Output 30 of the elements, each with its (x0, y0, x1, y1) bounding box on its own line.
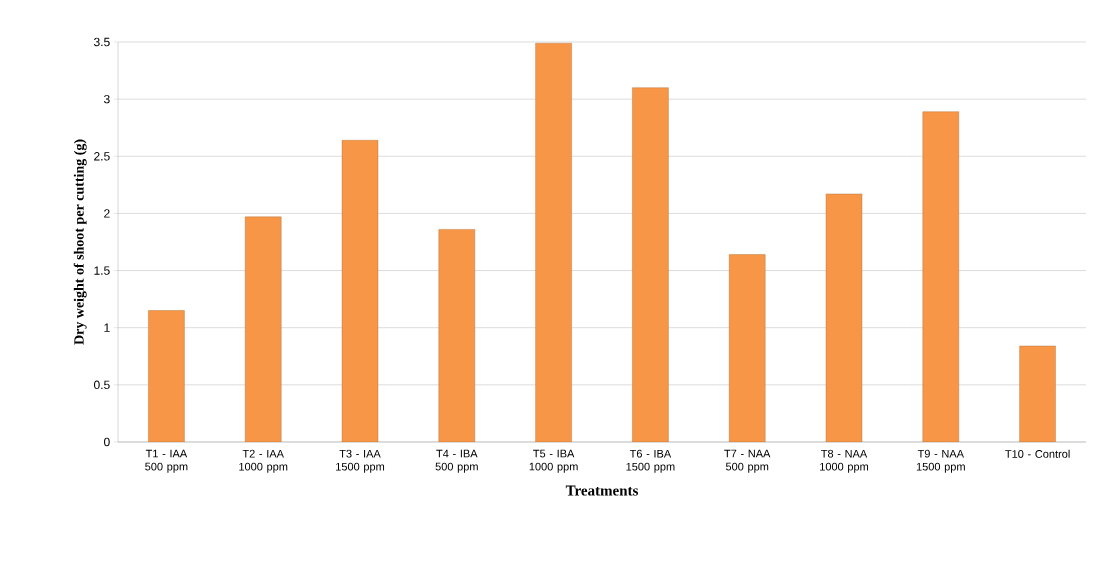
x-axis-title: Treatments (565, 485, 639, 496)
bar (825, 193, 863, 442)
bar (438, 229, 476, 442)
bar (922, 111, 959, 442)
y-tick-label: 1.5 (94, 266, 110, 275)
y-tick-label: 3 (103, 94, 110, 104)
x-tick-label: T2 - IAA 1000 ppm (239, 449, 288, 473)
bar (535, 42, 572, 442)
x-tick-label: T9 - NAA 1500 ppm (916, 449, 965, 473)
y-tick-label: 2.5 (94, 152, 110, 161)
x-tick-label: T10 - Control (1005, 449, 1070, 458)
x-tick-label: T5 - IBA 1000 ppm (529, 449, 578, 473)
y-tick-label: 3.5 (93, 37, 110, 47)
y-tick-label: 2 (104, 209, 110, 218)
y-tick-label: 1 (104, 323, 110, 332)
y-tick-label: 0 (104, 437, 110, 447)
bar (729, 254, 766, 442)
x-tick-label: T1 - IAA 500 ppm (145, 449, 188, 473)
x-tick-label: T3 - IAA 1500 ppm (336, 449, 385, 473)
y-axis-title: Dry weight of shoot per cutting (g) (73, 139, 87, 345)
bar (632, 87, 669, 442)
x-tick-label: T6 - IBA 1500 ppm (626, 449, 675, 473)
x-tick-label: T4 - IBA 500 ppm (435, 449, 478, 473)
bar (245, 216, 282, 442)
bar (1019, 345, 1056, 442)
bar (341, 140, 379, 442)
y-tick-label: 0.5 (94, 380, 110, 390)
x-tick-label: T7 - NAA 500 ppm (724, 449, 771, 473)
bar (148, 310, 185, 442)
x-tick-label: T8 - NAA 1000 ppm (820, 449, 869, 473)
